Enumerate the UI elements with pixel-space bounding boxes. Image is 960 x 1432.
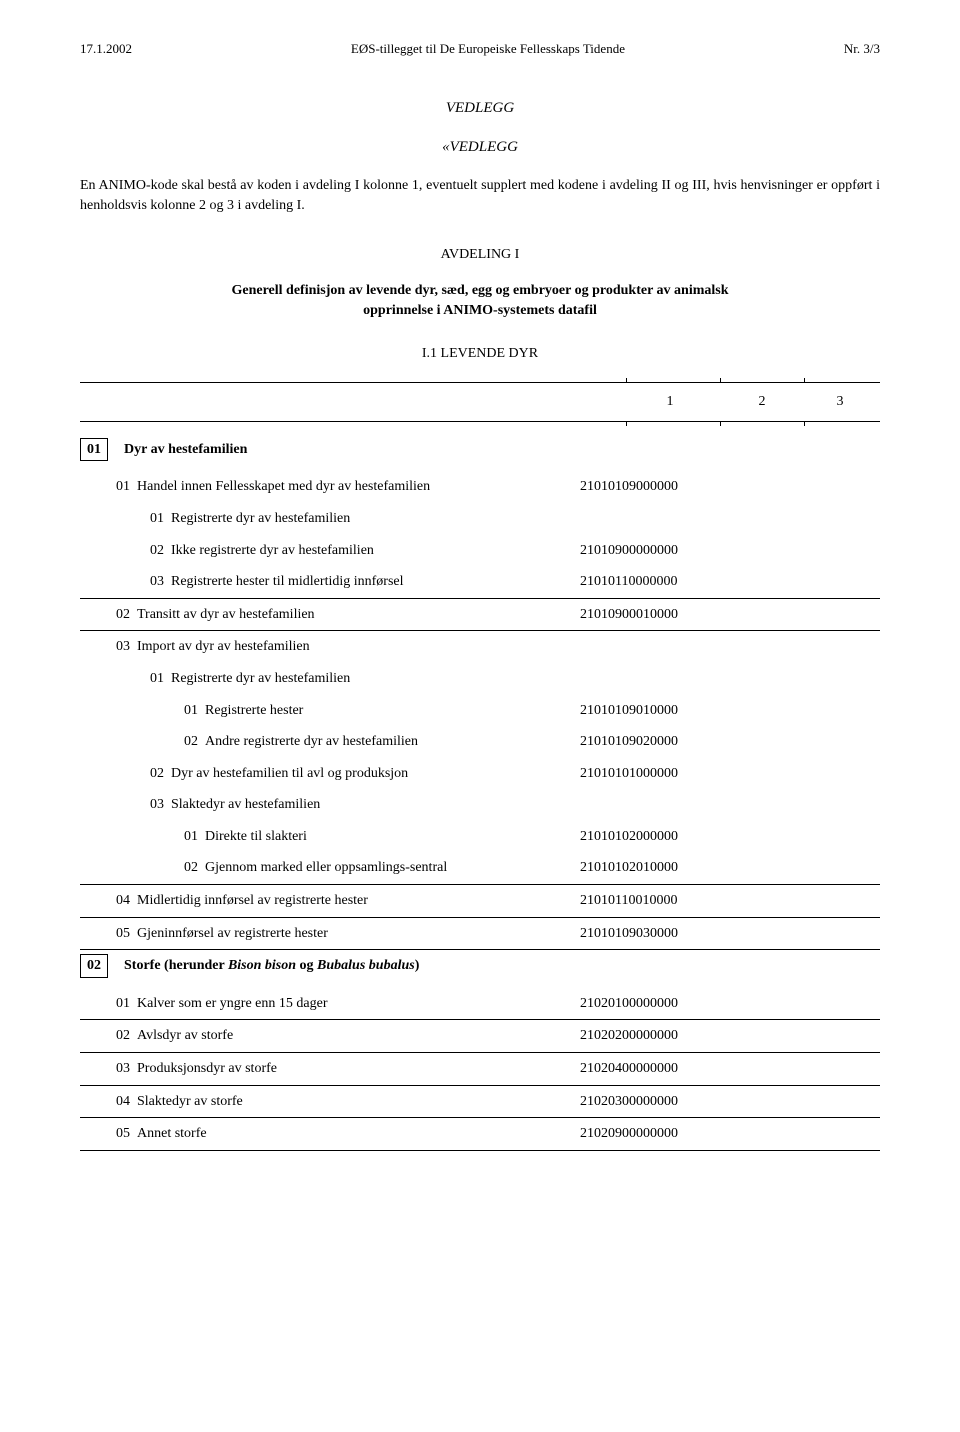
table-row: 01 Registrerte dyr av hestefamilien bbox=[80, 503, 880, 535]
row-label: 02 Andre registrerte dyr av hestefamilie… bbox=[80, 732, 580, 752]
table-row: 02 Avlsdyr av storfe21020200000000 bbox=[80, 1020, 880, 1053]
row-label: 01 Registrerte dyr av hestefamilien bbox=[80, 509, 580, 529]
section-title: Storfe (herunder Bison bison og Bubalus … bbox=[124, 956, 419, 976]
row-label: 01 Registrerte dyr av hestefamilien bbox=[80, 669, 580, 689]
row-label: 01 Kalver som er yngre enn 15 dager bbox=[80, 994, 580, 1014]
table-row: 02 Ikke registrerte dyr av hestefamilien… bbox=[80, 535, 880, 567]
header-title: EØS-tillegget til De Europeiske Fellessk… bbox=[351, 40, 625, 58]
col-header-1: 1 bbox=[650, 392, 690, 412]
row-code: 21010101000000 bbox=[580, 764, 740, 784]
row-code: 21010109020000 bbox=[580, 732, 740, 752]
section-heading: 02 Storfe (herunder Bison bison og Bubalu… bbox=[80, 950, 880, 988]
content-table: 01 Dyr av hestefamilien 01 Handel innen Fe… bbox=[80, 434, 880, 1151]
row-code: 21020100000000 bbox=[580, 994, 740, 1014]
table-row: 03 Import av dyr av hestefamilien bbox=[80, 631, 880, 663]
table-row: 02 Dyr av hestefamilien til avl og produ… bbox=[80, 758, 880, 790]
table-row: 05 Gjeninnførsel av registrerte hester21… bbox=[80, 918, 880, 951]
row-code: 21010102000000 bbox=[580, 827, 740, 847]
row-code: 21010110010000 bbox=[580, 891, 740, 911]
row-code: 21020400000000 bbox=[580, 1059, 740, 1079]
row-code: 21010102010000 bbox=[580, 858, 740, 878]
section-box-number: 01 bbox=[80, 438, 108, 462]
table-row: 01 Registrerte hester21010109010000 bbox=[80, 695, 880, 727]
table-row: 02 Transitt av dyr av hestefamilien21010… bbox=[80, 599, 880, 632]
row-label: 05 Annet storfe bbox=[80, 1124, 580, 1144]
col-header-2: 2 bbox=[742, 392, 782, 412]
table-row: 01 Registrerte dyr av hestefamilien bbox=[80, 663, 880, 695]
col-header-3: 3 bbox=[820, 392, 860, 412]
row-code: 21010109010000 bbox=[580, 701, 740, 721]
row-label: 01 Registrerte hester bbox=[80, 701, 580, 721]
table-row: 03 Produksjonsdyr av storfe2102040000000… bbox=[80, 1053, 880, 1086]
row-label: 02 Dyr av hestefamilien til avl og produ… bbox=[80, 764, 580, 784]
row-code: 21020200000000 bbox=[580, 1026, 740, 1046]
table-row: 04 Midlertidig innførsel av registrerte … bbox=[80, 885, 880, 918]
row-code: 21010109000000 bbox=[580, 477, 740, 497]
row-label: 02 Gjennom marked eller oppsamlings-sent… bbox=[80, 858, 580, 878]
page-header: 17.1.2002 EØS-tillegget til De Europeisk… bbox=[80, 40, 880, 58]
table-row: 01 Direkte til slakteri21010102000000 bbox=[80, 821, 880, 853]
row-label: 03 Registrerte hester til midlertidig in… bbox=[80, 572, 580, 592]
row-label: 03 Slaktedyr av hestefamilien bbox=[80, 795, 580, 815]
row-label: 04 Midlertidig innførsel av registrerte … bbox=[80, 891, 580, 911]
row-label: 02 Avlsdyr av storfe bbox=[80, 1026, 580, 1046]
table-row: 01 Kalver som er yngre enn 15 dager21020… bbox=[80, 988, 880, 1021]
intro-paragraph: En ANIMO-kode skal bestå av koden i avde… bbox=[80, 176, 880, 215]
table-row: 03 Slaktedyr av hestefamilien bbox=[80, 789, 880, 821]
annex-subtitle: «VEDLEGG bbox=[80, 137, 880, 158]
section-box-number: 02 bbox=[80, 954, 108, 978]
row-label: 01 Direkte til slakteri bbox=[80, 827, 580, 847]
section-heading: 01 Dyr av hestefamilien bbox=[80, 434, 880, 472]
section-title: Dyr av hestefamilien bbox=[124, 440, 247, 460]
row-label: 05 Gjeninnførsel av registrerte hester bbox=[80, 924, 580, 944]
section-number: I.1 LEVENDE DYR bbox=[80, 344, 880, 364]
row-label: 01 Handel innen Fellesskapet med dyr av … bbox=[80, 477, 580, 497]
table-row: 01 Handel innen Fellesskapet med dyr av … bbox=[80, 471, 880, 503]
row-code: 21010109030000 bbox=[580, 924, 740, 944]
table-row: 02 Andre registrerte dyr av hestefamilie… bbox=[80, 726, 880, 758]
row-code: 21010110000000 bbox=[580, 572, 740, 592]
division-heading: AVDELING I bbox=[80, 245, 880, 265]
division-description: Generell definisjon av levende dyr, sæd,… bbox=[200, 281, 760, 320]
row-code: 21020300000000 bbox=[580, 1092, 740, 1112]
table-row: 03 Registrerte hester til midlertidig in… bbox=[80, 566, 880, 599]
table-row: 02 Gjennom marked eller oppsamlings-sent… bbox=[80, 852, 880, 885]
row-label: 02 Ikke registrerte dyr av hestefamilien bbox=[80, 541, 580, 561]
annex-title: VEDLEGG bbox=[80, 98, 880, 119]
header-date: 17.1.2002 bbox=[80, 40, 132, 58]
row-code: 21010900010000 bbox=[580, 605, 740, 625]
row-label: 03 Produksjonsdyr av storfe bbox=[80, 1059, 580, 1079]
row-label: 03 Import av dyr av hestefamilien bbox=[80, 637, 580, 657]
row-label: 04 Slaktedyr av storfe bbox=[80, 1092, 580, 1112]
row-code: 21010900000000 bbox=[580, 541, 740, 561]
table-row: 05 Annet storfe21020900000000 bbox=[80, 1118, 880, 1151]
row-code: 21020900000000 bbox=[580, 1124, 740, 1144]
column-header-row: 1 2 3 bbox=[80, 382, 880, 422]
table-row: 04 Slaktedyr av storfe21020300000000 bbox=[80, 1086, 880, 1119]
row-label: 02 Transitt av dyr av hestefamilien bbox=[80, 605, 580, 625]
header-page: Nr. 3/3 bbox=[844, 40, 880, 58]
